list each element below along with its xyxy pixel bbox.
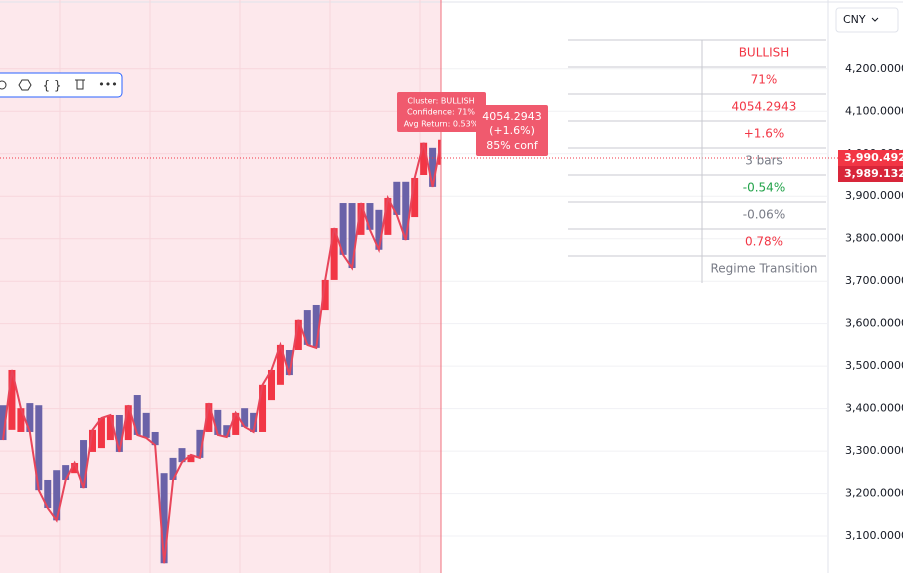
y-tick-label: 3,300.0000 xyxy=(845,444,903,457)
price-axis: 4,200.00004,100.00004,000.00003,900.0000… xyxy=(845,62,903,542)
candle-body xyxy=(169,457,177,480)
candle-body xyxy=(232,412,240,435)
candle-body xyxy=(142,412,150,438)
candle-body xyxy=(339,203,347,255)
candle-body xyxy=(303,310,311,345)
candle-body xyxy=(8,369,16,430)
dropdown-arrow xyxy=(871,17,879,22)
candle-body xyxy=(178,448,186,463)
stats-table: BULLISH 71% 4054.2943 +1.6% 3 bars -0.54% -0.0… xyxy=(568,39,826,283)
table-cell: 3 bars xyxy=(745,154,783,168)
code-icon[interactable]: { } xyxy=(42,79,61,93)
candle-body xyxy=(160,473,168,564)
candle-body xyxy=(214,409,222,435)
candle-body xyxy=(71,462,79,474)
candle-body xyxy=(115,414,123,452)
candle-body xyxy=(250,412,258,432)
candle-body xyxy=(53,470,61,521)
candle-body xyxy=(294,319,302,351)
candle-body xyxy=(312,304,320,348)
y-tick-label: 3,700.0000 xyxy=(845,274,903,287)
candle-body xyxy=(420,142,428,176)
candle-body xyxy=(429,147,437,187)
candle-body xyxy=(348,203,356,269)
candle-body xyxy=(223,425,231,438)
callout-box xyxy=(476,105,548,156)
candle-body xyxy=(402,181,410,240)
candle-body xyxy=(196,429,204,458)
y-tick-label: 3,600.0000 xyxy=(845,317,903,330)
tooltip-box xyxy=(397,92,486,132)
more-icon[interactable]: ••• xyxy=(98,78,117,91)
table-cell: -0.54% xyxy=(743,181,785,195)
y-tick-label: 3,900.0000 xyxy=(845,189,903,202)
candles xyxy=(0,139,441,564)
candle-body xyxy=(106,414,114,441)
callout-line: 85% conf xyxy=(486,139,539,152)
table-cell: 4054.2943 xyxy=(732,100,797,114)
price-label-box xyxy=(838,150,903,166)
candle-body xyxy=(241,408,249,427)
candle-body xyxy=(89,429,96,452)
price-label: 3,989.1324 xyxy=(844,167,903,180)
candle-body xyxy=(321,279,329,311)
candle-body xyxy=(124,405,132,441)
tooltip-line: Cluster: BULLISH xyxy=(407,97,474,106)
callout-line: (+1.6%) xyxy=(489,124,535,137)
currency[interactable]: CNY xyxy=(843,13,866,26)
candle-body xyxy=(393,181,401,215)
candle-body xyxy=(330,228,338,280)
price-label-box xyxy=(838,166,903,182)
candle-body xyxy=(384,197,392,235)
table-cell: -0.06% xyxy=(743,208,785,222)
candle-body xyxy=(276,344,284,385)
settings-icon[interactable] xyxy=(18,79,32,91)
candle-body xyxy=(80,440,88,489)
candle-body xyxy=(285,350,293,376)
candle-body xyxy=(133,395,141,435)
candle-body xyxy=(44,479,52,509)
tooltip-line: Confidence: 71% xyxy=(407,108,475,117)
toolbar-box xyxy=(0,72,123,98)
candle-body xyxy=(35,405,43,491)
candle-body xyxy=(411,177,419,218)
trend-line xyxy=(2,139,441,564)
table-cell: 71% xyxy=(751,73,778,87)
candle-body xyxy=(366,203,374,230)
candle-body xyxy=(205,403,213,432)
candle-body xyxy=(97,417,105,449)
currency-select[interactable] xyxy=(835,7,899,33)
callout-line: 4054.2943 xyxy=(482,110,542,123)
delete-icon[interactable] xyxy=(75,79,85,90)
candle-body xyxy=(375,209,383,250)
y-tick-label: 3,200.0000 xyxy=(845,487,903,500)
y-tick-label: 3,800.0000 xyxy=(845,232,903,245)
table-cell: +1.6% xyxy=(744,127,785,141)
y-tick-label: 3,400.0000 xyxy=(845,402,903,415)
y-tick-label: 3,100.0000 xyxy=(845,529,903,542)
price-label: 3,990.4921 xyxy=(844,151,903,164)
y-tick-label: 4,100.0000 xyxy=(845,104,903,117)
table-cell: Regime Transition xyxy=(710,262,817,276)
y-tick-label: 4,200.0000 xyxy=(845,62,903,75)
tooltip-line: Avg Return: 0.53% xyxy=(404,120,479,129)
toolbar: { } ••• xyxy=(0,72,123,98)
candle-body xyxy=(268,369,275,401)
candle-body xyxy=(151,431,159,446)
table-cell: 0.78% xyxy=(745,235,783,249)
candle-body xyxy=(0,405,7,441)
candle-body xyxy=(17,408,25,432)
y-tick-label: 3,500.0000 xyxy=(845,359,903,372)
table-cell: BULLISH xyxy=(739,46,790,60)
candle-body xyxy=(62,465,70,480)
candle-body xyxy=(357,203,365,235)
candle-body xyxy=(259,384,267,432)
candle-body xyxy=(26,403,34,432)
candle-body xyxy=(187,454,195,463)
icon[interactable] xyxy=(0,80,7,90)
